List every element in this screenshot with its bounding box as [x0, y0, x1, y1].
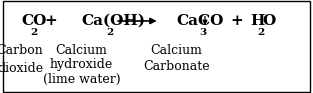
Text: 2: 2: [31, 28, 38, 37]
Text: +: +: [44, 14, 57, 28]
Text: CO: CO: [22, 14, 47, 28]
Text: Calcium: Calcium: [55, 44, 107, 57]
Text: Carbonate: Carbonate: [143, 60, 210, 73]
Text: hydroxide: hydroxide: [50, 58, 113, 71]
Text: (lime water): (lime water): [43, 73, 120, 86]
Text: 3: 3: [199, 28, 206, 37]
Text: Ca(OH): Ca(OH): [81, 14, 145, 28]
Text: O: O: [262, 14, 275, 28]
Text: 2: 2: [257, 28, 264, 37]
Text: CaCO: CaCO: [177, 14, 224, 28]
Text: dioxide: dioxide: [0, 62, 43, 75]
Text: H: H: [250, 14, 264, 28]
Text: Calcium: Calcium: [151, 44, 203, 57]
Text: +: +: [230, 14, 243, 28]
Text: 2: 2: [106, 28, 113, 37]
Text: Carbon: Carbon: [0, 44, 44, 57]
